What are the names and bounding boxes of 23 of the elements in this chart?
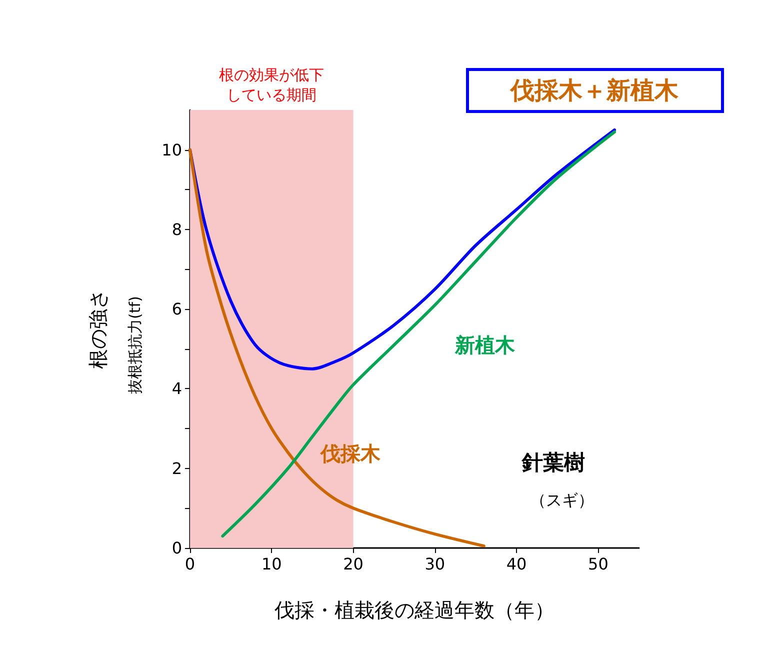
band-label: 根の効果が低下している期間 [219,66,324,104]
x-tick-label: 50 [588,554,608,574]
y-tick-label: 4 [172,379,182,398]
y-tick-label: 2 [172,458,182,478]
text: 抜根抵抗力(tf) [126,296,144,394]
line-series [188,128,616,370]
y-axis-title: 根の強さ [86,289,110,369]
y-tick-label: 8 [172,220,182,239]
y-tick-label: 0 [172,538,182,558]
series-label: 伐採木＋新植木 [510,76,680,104]
x-axis-title: 伐採・植栽後の経過年数（年） [274,598,554,622]
annotation: （スギ） [530,490,594,510]
series-label: 伐採木 [320,441,382,466]
series-label: 新植木 [454,333,516,358]
x-tick-label: 0 [184,554,196,574]
x-tick-label: 10 [261,554,282,574]
x-tick-label: 20 [343,554,364,574]
y-tick-label: 10 [162,140,182,160]
annotation: 針葉樹 [521,450,585,474]
y-tick-label: 6 [172,300,182,319]
line-series [221,130,616,538]
x-tick-label: 30 [424,554,446,574]
x-tick-label: 40 [506,554,527,574]
